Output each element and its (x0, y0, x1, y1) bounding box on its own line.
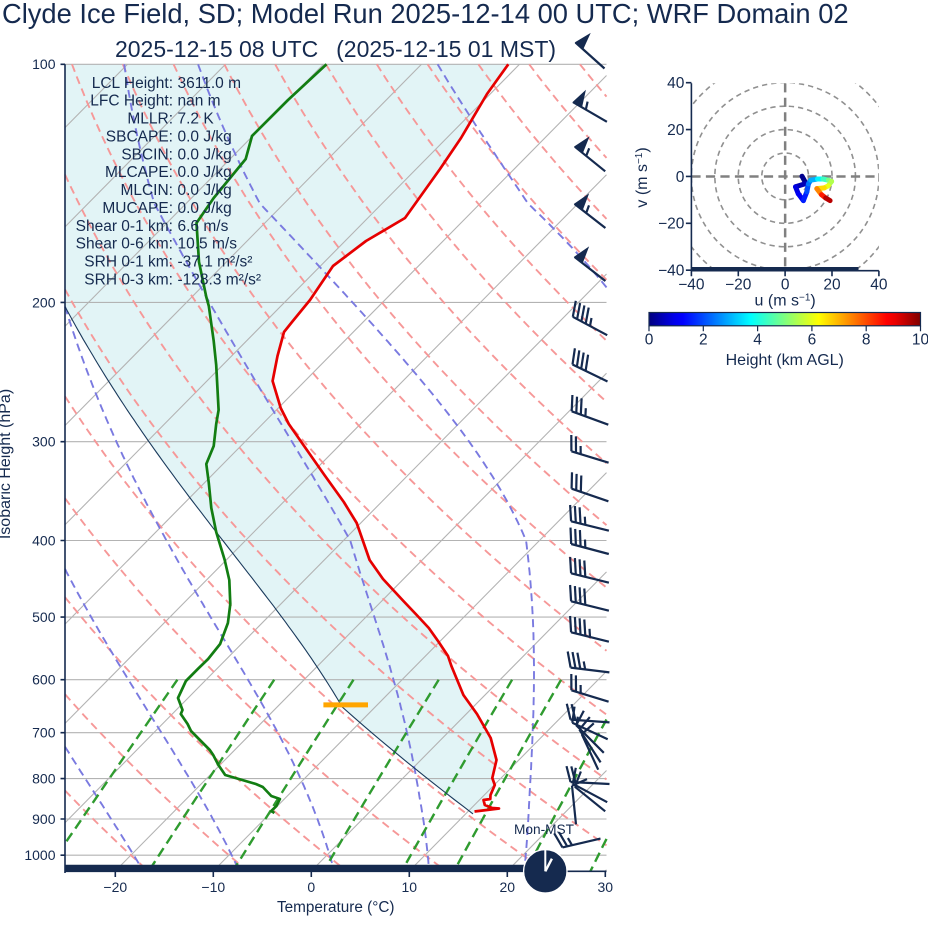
svg-text:900: 900 (32, 811, 56, 827)
svg-text:400: 400 (32, 532, 56, 548)
svg-text:0: 0 (307, 879, 315, 895)
svg-text:Temperature (°C): Temperature (°C) (277, 899, 394, 916)
svg-text:40: 40 (667, 75, 685, 92)
svg-text:20: 20 (823, 277, 841, 294)
svg-text:0: 0 (676, 169, 685, 186)
svg-text:7.2 K: 7.2 K (178, 111, 215, 128)
svg-text:Isobaric Height (hPa): Isobaric Height (hPa) (0, 389, 14, 539)
svg-text:Shear 0-6 km:: Shear 0-6 km: (76, 236, 173, 253)
svg-text:MLCIN:: MLCIN: (120, 182, 173, 199)
svg-text:−40: −40 (678, 277, 705, 294)
svg-text:6: 6 (808, 332, 817, 349)
svg-text:−10: −10 (201, 879, 225, 895)
svg-text:0.0 J/kg: 0.0 J/kg (178, 128, 232, 145)
svg-text:0: 0 (645, 332, 654, 349)
svg-text:Height (km AGL): Height (km AGL) (726, 352, 844, 369)
svg-text:1000: 1000 (24, 847, 55, 863)
svg-text:3611.0 m: 3611.0 m (178, 75, 241, 92)
svg-text:8: 8 (862, 332, 871, 349)
svg-text:-37.1 m²/s²: -37.1 m²/s² (178, 254, 253, 271)
svg-text:300: 300 (32, 434, 56, 450)
svg-text:Mon-MST: Mon-MST (514, 822, 575, 837)
svg-text:6.6 m/s: 6.6 m/s (178, 218, 229, 235)
svg-text:10.5 m/s: 10.5 m/s (178, 236, 238, 253)
svg-text:30: 30 (598, 879, 614, 895)
svg-text:Clyde Ice Field, SD; Model Run: Clyde Ice Field, SD; Model Run 2025-12-1… (2, 0, 849, 29)
svg-text:100: 100 (32, 56, 56, 72)
svg-text:−40: −40 (658, 263, 685, 280)
svg-text:2: 2 (699, 332, 708, 349)
svg-text:Shear 0-1 km:: Shear 0-1 km: (76, 218, 173, 235)
svg-text:2025-12-15 08 UTC (2025-12-15: 2025-12-15 08 UTC (2025-12-15 01 MST) (115, 36, 556, 62)
svg-text:600: 600 (32, 672, 56, 688)
svg-text:nan m: nan m (178, 93, 221, 110)
svg-text:10: 10 (912, 332, 928, 349)
svg-text:MUCAPE:: MUCAPE: (102, 200, 173, 217)
svg-text:0: 0 (781, 277, 790, 294)
svg-text:SRH 0-1 km:: SRH 0-1 km: (84, 254, 173, 271)
svg-text:0.0 J/kg: 0.0 J/kg (178, 146, 232, 163)
svg-text:MLLR:: MLLR: (127, 111, 173, 128)
svg-text:−20: −20 (103, 879, 127, 895)
svg-text:20: 20 (667, 122, 685, 139)
svg-text:-128.3 m²/s²: -128.3 m²/s² (178, 271, 262, 288)
svg-text:SRH 0-3 km:: SRH 0-3 km: (84, 271, 173, 288)
svg-text:LFC Height:: LFC Height: (90, 93, 173, 110)
svg-text:0.0 J/kg: 0.0 J/kg (178, 182, 232, 199)
svg-text:0.0 J/kg: 0.0 J/kg (178, 200, 232, 217)
svg-text:4: 4 (753, 332, 762, 349)
svg-text:20: 20 (500, 879, 516, 895)
svg-text:0.0 J/kg: 0.0 J/kg (178, 164, 232, 181)
svg-text:10: 10 (402, 879, 418, 895)
svg-text:SBCAPE:: SBCAPE: (106, 128, 173, 145)
svg-text:800: 800 (32, 770, 56, 786)
svg-text:LCL Height:: LCL Height: (92, 75, 173, 92)
svg-text:SBCIN:: SBCIN: (121, 146, 173, 163)
svg-text:200: 200 (32, 294, 56, 310)
svg-text:700: 700 (32, 725, 56, 741)
svg-text:−20: −20 (725, 277, 752, 294)
svg-text:MLCAPE:: MLCAPE: (105, 164, 173, 181)
svg-text:40: 40 (870, 277, 888, 294)
svg-text:500: 500 (32, 609, 56, 625)
svg-text:−20: −20 (658, 216, 685, 233)
